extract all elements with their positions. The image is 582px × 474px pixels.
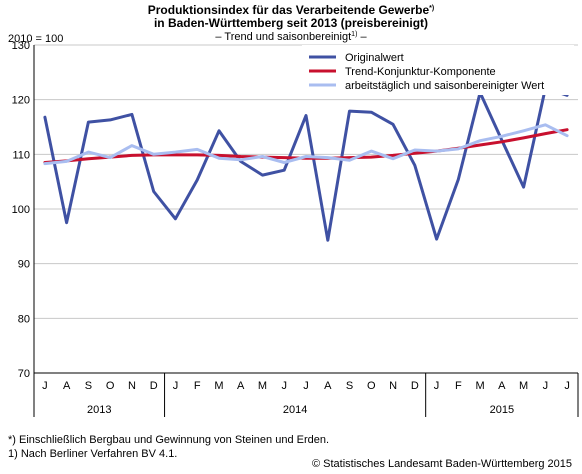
y-tick-label-70: 70: [18, 368, 30, 380]
grid: [34, 44, 578, 319]
x-year-label-2015: 2015: [490, 404, 514, 416]
x-tick-label-month: N: [389, 380, 397, 392]
series-line-original: [43, 86, 569, 242]
legend-label-seasonal: arbeitstäglich und saisonbereinigter Wer…: [345, 80, 544, 92]
chart-title-line1: Produktionsindex für das Verarbeitende G…: [148, 3, 434, 17]
legend-box: [302, 45, 574, 95]
chart-subtitle: – Trend und saisonbereinigt1) –: [215, 31, 367, 43]
x-tick-label-month: O: [367, 380, 376, 392]
y-axis-ticks: 70 80 90 100 110 120 130: [12, 40, 30, 380]
series: [43, 86, 569, 242]
x-tick-label-month: D: [150, 380, 158, 392]
x-tick-label-month: J: [173, 380, 179, 392]
x-tick-label-month: A: [498, 380, 506, 392]
x-tick-label-month: M: [519, 380, 528, 392]
x-tick-label-month: A: [324, 380, 332, 392]
x-axis: J A S O N D J F M A M J J A S O N D J F M A M J J 2013 2014 2015: [33, 45, 579, 417]
footnote-1: *) Einschließlich Bergbau und Gewinnung …: [8, 434, 330, 446]
legend-label-trend: Trend-Konjunktur-Komponente: [345, 66, 496, 78]
chart-title-line2: in Baden-Württemberg seit 2013 (preisber…: [154, 16, 428, 30]
y-tick-label-80: 80: [18, 313, 30, 325]
series-line-trend: [43, 128, 569, 164]
series-line-seasonal: [43, 123, 569, 166]
x-tick-label-month: J: [42, 380, 48, 392]
x-tick-label-month: M: [475, 380, 484, 392]
x-tick-label-month: M: [258, 380, 267, 392]
x-tick-label-month: A: [63, 380, 71, 392]
x-tick-label-month: S: [346, 380, 353, 392]
x-tick-label-month: N: [128, 380, 136, 392]
y-tick-label-110: 110: [12, 149, 30, 161]
copyright-credit: © Statistisches Landesamt Baden-Württemb…: [311, 458, 572, 470]
y-tick-label-120: 120: [12, 95, 30, 107]
x-tick-label-month: F: [194, 380, 201, 392]
x-tick-label-month: O: [106, 380, 115, 392]
base-label: 2010 = 100: [8, 33, 63, 45]
x-tick-label-month: D: [411, 380, 419, 392]
x-tick-label-month: J: [303, 380, 309, 392]
x-year-label-2013: 2013: [87, 404, 111, 416]
x-tick-label-month: J: [434, 380, 440, 392]
x-tick-label-month: F: [455, 380, 462, 392]
y-tick-label-90: 90: [18, 259, 30, 271]
footnote-2: 1) Nach Berliner Verfahren BV 4.1.: [8, 448, 178, 460]
x-year-label-2014: 2014: [283, 404, 307, 416]
x-tick-label-month: J: [281, 380, 287, 392]
x-tick-label-month: A: [237, 380, 245, 392]
legend-label-original: Originalwert: [345, 52, 404, 64]
x-tick-label-month: S: [85, 380, 92, 392]
legend: Originalwert Trend-Konjunktur-Komponente…: [302, 45, 574, 95]
x-tick-label-month: J: [564, 380, 570, 392]
x-tick-label-month: J: [543, 380, 549, 392]
y-tick-label-130: 130: [12, 40, 30, 52]
y-tick-label-100: 100: [12, 204, 30, 216]
x-tick-label-month: M: [214, 380, 223, 392]
